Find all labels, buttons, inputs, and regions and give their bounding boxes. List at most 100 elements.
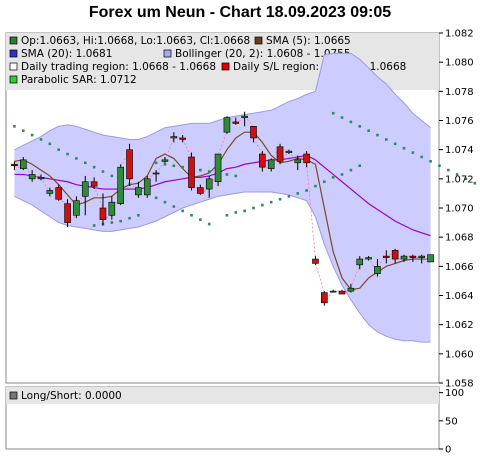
gap-connector xyxy=(368,257,378,274)
sar-point xyxy=(252,206,255,210)
sar-point xyxy=(39,138,43,141)
price-tick-label: 1.058 xyxy=(445,379,474,390)
candle-body xyxy=(383,255,390,258)
sar-point xyxy=(323,180,326,184)
sar-point xyxy=(137,213,140,217)
sar-point xyxy=(349,120,353,124)
sar-point xyxy=(21,129,25,133)
gap-connector xyxy=(155,161,166,174)
sar-point xyxy=(181,209,184,213)
sar-point xyxy=(340,173,344,176)
sar-point xyxy=(163,162,167,166)
lower-legend: Long/Short: 0.0000 xyxy=(9,390,122,402)
candle-body xyxy=(329,290,337,293)
candle-body xyxy=(241,115,248,118)
candle-body xyxy=(55,187,62,200)
gap-connector xyxy=(14,165,24,170)
lower-legend-background xyxy=(6,387,439,404)
candle-body xyxy=(135,187,142,196)
sar-point xyxy=(358,164,362,168)
candle-body xyxy=(161,159,169,162)
sar-point xyxy=(110,174,114,178)
chart-title: Forex um Neun - Chart 18.09.2023 09:05 xyxy=(88,4,392,21)
price-tick-label: 1.080 xyxy=(445,58,474,69)
price-tick-label: 1.078 xyxy=(445,87,474,98)
sar-point xyxy=(261,203,264,207)
sar-point xyxy=(163,200,167,204)
bollinger-band xyxy=(14,52,431,343)
legend-swatch xyxy=(9,75,18,84)
sar-point xyxy=(92,165,96,169)
sar-point xyxy=(119,219,122,223)
candle-body xyxy=(365,257,372,260)
legend-swatch xyxy=(9,62,18,71)
sar-point xyxy=(376,133,379,137)
candle-body xyxy=(28,174,36,180)
sar-point xyxy=(393,142,397,146)
gap-connector xyxy=(40,177,51,194)
candle-body xyxy=(427,254,434,263)
price-axis: 1.082 1.080 1.078 1.076 1.074 1.072 1.070 1.068… xyxy=(439,29,474,390)
sar-point xyxy=(269,200,273,204)
candle-body xyxy=(143,178,151,196)
sar-point xyxy=(66,152,69,156)
gap-connector xyxy=(58,198,68,204)
candle-body xyxy=(188,156,195,188)
candle-body xyxy=(276,146,284,162)
sar-point xyxy=(48,142,52,146)
price-tick-label: 1.062 xyxy=(445,320,474,331)
bollinger-upper-line xyxy=(14,52,431,151)
sar-point xyxy=(420,155,424,159)
candle-body xyxy=(108,201,116,216)
gap-connector xyxy=(324,290,334,304)
sar-point xyxy=(385,138,388,141)
sar-point xyxy=(340,116,344,119)
candle-body xyxy=(19,159,27,169)
sar-point xyxy=(278,197,282,201)
candle-body xyxy=(312,258,319,264)
sar-point xyxy=(110,221,114,224)
candle-body xyxy=(347,287,355,292)
candle-body xyxy=(81,181,89,197)
sar-point xyxy=(172,164,176,168)
gap-connector xyxy=(76,195,86,202)
sar-point xyxy=(234,211,238,214)
legend-label: Bollinger (20, 2): 1.0608 - 1.0755 xyxy=(175,48,351,60)
sar-point xyxy=(473,181,477,185)
sar-point xyxy=(305,189,308,192)
candle-body xyxy=(374,266,381,274)
gap-connector xyxy=(315,263,325,293)
sar-point xyxy=(314,184,317,188)
candle-body xyxy=(64,203,71,223)
price-tick-label: 1.076 xyxy=(445,116,474,127)
candle-body xyxy=(214,153,222,183)
candle-body xyxy=(223,117,231,133)
sar-point xyxy=(358,125,362,128)
sar-point xyxy=(199,218,202,221)
legend-swatch xyxy=(9,36,18,45)
legend-swatch xyxy=(254,36,263,45)
candle-body xyxy=(250,126,257,139)
sar-point xyxy=(207,222,211,226)
candle-body xyxy=(117,166,124,204)
long-short-label: Long/Short: 0.0000 xyxy=(21,390,122,402)
sar-point xyxy=(199,168,202,172)
candle-body xyxy=(321,292,328,304)
price-tick-label: 1.066 xyxy=(445,262,474,273)
sar-point xyxy=(243,209,246,213)
sar-point xyxy=(446,168,450,172)
sar-point xyxy=(92,224,96,227)
sar-point xyxy=(75,157,78,160)
candlesticks xyxy=(11,111,434,306)
candle-body xyxy=(285,150,293,153)
legend-label: SMA (5): 1.0665 xyxy=(266,35,351,47)
candle-body xyxy=(391,249,399,260)
candle-body xyxy=(179,137,186,140)
candle-body xyxy=(267,159,275,169)
sar-point xyxy=(57,148,60,151)
price-tick-label: 1.064 xyxy=(445,291,474,302)
sar-point xyxy=(234,174,238,178)
candle-body xyxy=(99,207,107,220)
bollinger-lower-line xyxy=(14,191,431,343)
